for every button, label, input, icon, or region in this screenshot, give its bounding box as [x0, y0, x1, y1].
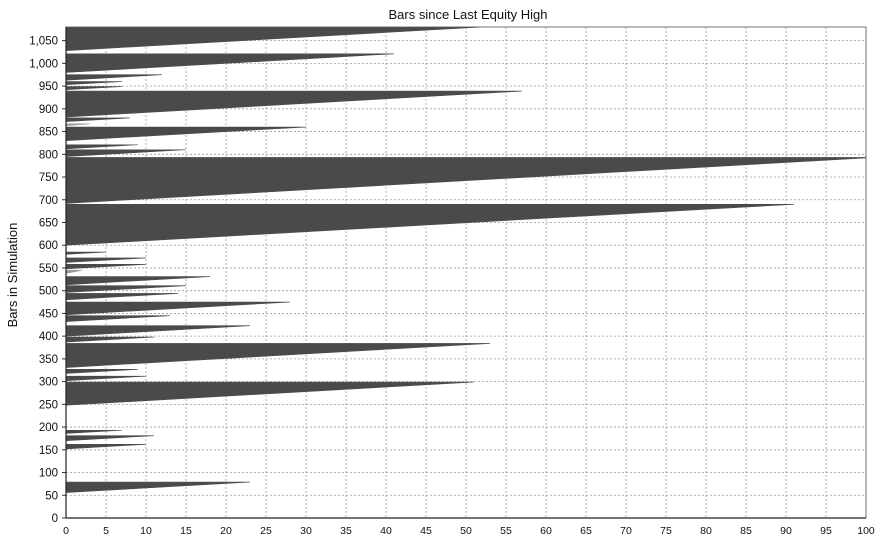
x-tick-label: 60	[540, 525, 552, 537]
y-tick-label: 50	[45, 490, 58, 502]
y-tick-label: 500	[39, 286, 58, 298]
x-tick-label: 55	[500, 525, 512, 537]
drawdown-wedge	[66, 343, 491, 368]
drawdown-wedge	[66, 444, 147, 450]
x-tick-label: 85	[740, 525, 752, 537]
y-tick-label: 0	[52, 513, 58, 525]
x-tick-labels: 0 5 10 15 20 25 30 35 40 45 50 55 60 65 70 75 80 85 90 95 10…	[63, 525, 875, 537]
drawdown-wedge	[66, 375, 147, 382]
drawdown-wedge	[66, 81, 123, 86]
drawdown-wedge	[66, 90, 523, 118]
x-tick-label: 100	[857, 525, 875, 537]
x-tick-label: 25	[260, 525, 272, 537]
drawdown-wedge	[66, 257, 147, 263]
drawdown-wedge	[66, 381, 475, 406]
y-tick-label: 800	[39, 149, 58, 161]
x-tick-label: 90	[780, 525, 792, 537]
x-tick-label: 70	[620, 525, 632, 537]
drawdown-wedge	[66, 126, 307, 141]
drawdown-wedge	[66, 53, 395, 73]
drawdown-wedge	[66, 86, 123, 91]
y-tick-label: 650	[39, 217, 58, 229]
x-tick-label: 45	[420, 525, 432, 537]
drawdown-wedge	[66, 435, 155, 442]
drawdown-wedge	[66, 157, 866, 204]
y-tick-label: 150	[39, 445, 58, 457]
drawdown-wedge	[66, 293, 179, 301]
x-tick-label: 95	[820, 525, 832, 537]
drawdown-wedge	[66, 144, 139, 150]
drawdown-wedge	[66, 264, 147, 270]
x-tick-label: 50	[460, 525, 472, 537]
y-tick-label: 600	[39, 240, 58, 252]
x-tick-label: 15	[180, 525, 192, 537]
drawdown-wedge	[66, 269, 83, 274]
drawdown-wedge	[66, 74, 163, 81]
x-tick-label: 30	[300, 525, 312, 537]
y-tick-label: 200	[39, 422, 58, 434]
y-tick-label: 850	[39, 127, 58, 139]
drawdown-wedge	[66, 336, 155, 343]
y-tick-label: 750	[39, 172, 58, 184]
x-tick-label: 10	[140, 525, 152, 537]
x-tick-label: 20	[220, 525, 232, 537]
y-tick-label: 550	[39, 263, 58, 275]
x-tick-label: 0	[63, 525, 69, 537]
drawdown-wedge	[66, 117, 131, 122]
y-tick-labels: 0 50 100 150 200 250 300 350 400 450 500 550 600 650 7…	[29, 36, 58, 525]
y-tick-label: 1,000	[29, 58, 58, 70]
drawdown-wedge	[66, 27, 488, 51]
drawdown-wedge	[66, 369, 139, 374]
drawdown-wedge	[66, 429, 123, 434]
drawdown-wedge	[66, 481, 251, 493]
drawdown-wedge	[66, 325, 251, 337]
x-tick-label: 35	[340, 525, 352, 537]
y-tick-label: 900	[39, 104, 58, 116]
y-tick-label: 400	[39, 331, 58, 343]
y-tick-label: 950	[39, 81, 58, 93]
y-tick-label: 350	[39, 354, 58, 366]
x-tick-label: 80	[700, 525, 712, 537]
drawdown-wedge	[66, 149, 187, 157]
x-tick-label: 5	[103, 525, 109, 537]
y-tick-label: 700	[39, 195, 58, 207]
drawdown-wedge	[66, 301, 291, 316]
drawdown-wedge	[66, 204, 795, 246]
y-tick-label: 250	[39, 399, 58, 411]
drawdown-wedge	[66, 251, 107, 255]
y-tick-label: 1,050	[29, 36, 58, 48]
chart-title: Bars since Last Equity High	[389, 7, 548, 22]
y-tick-label: 300	[39, 377, 58, 389]
x-tick-label: 75	[660, 525, 672, 537]
drawdown-wedge	[66, 285, 187, 293]
y-tick-label: 100	[39, 468, 58, 480]
plot-area	[66, 27, 866, 493]
drawdown-wedge	[66, 123, 91, 126]
x-tick-label: 40	[380, 525, 392, 537]
x-tick-label: 65	[580, 525, 592, 537]
y-tick-label: 450	[39, 308, 58, 320]
grid-lines	[66, 27, 867, 518]
axes	[62, 26, 867, 519]
drawdown-wedge	[66, 315, 171, 322]
y-axis-label: Bars in Simulation	[5, 223, 20, 328]
drawdown-wedge	[66, 276, 211, 286]
